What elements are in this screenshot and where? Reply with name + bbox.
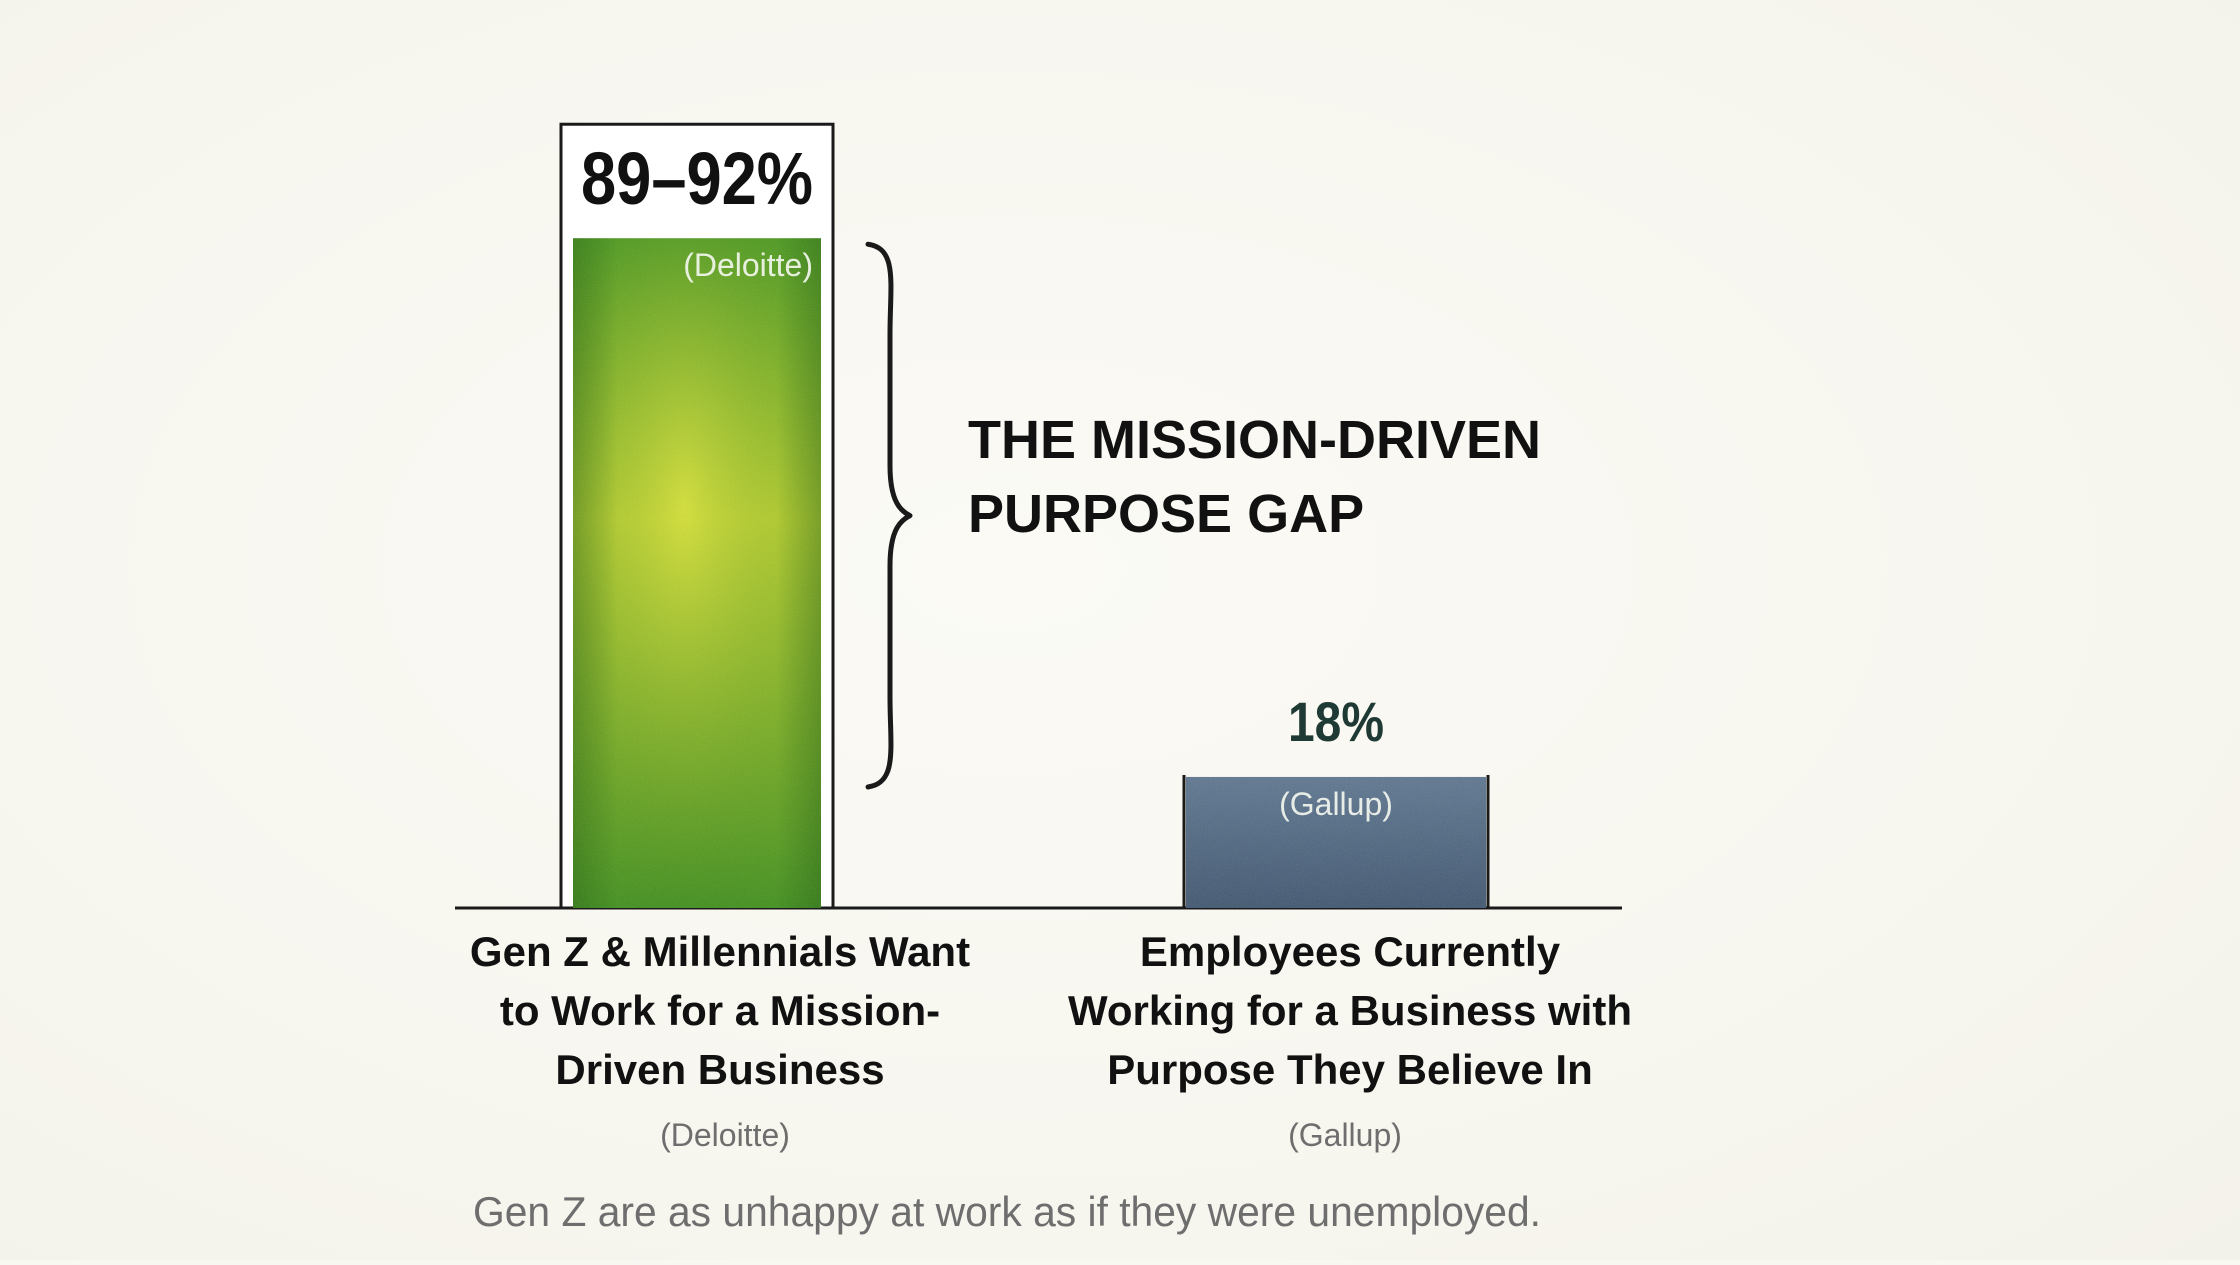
category-2-label-line-3: Purpose They Believe In [1107,1046,1593,1093]
annotation-line-2: PURPOSE GAP [968,484,1364,544]
bar-1-value-label: 89–92% [581,137,813,220]
bar-2: (Gallup) 18% Employees Currently Working fo… [1068,690,1632,1153]
category-1-source: (Deloitte) [660,1117,790,1153]
gap-brace [865,241,913,790]
category-2-label-line-2: Working for a Business with [1068,987,1632,1034]
bar-1-grain [573,238,821,909]
annotation-line-1: THE MISSION-DRIVEN [968,410,1541,470]
bar-2-value-label: 18% [1288,690,1384,753]
footnote: Gen Z are as unhappy at work as if they … [473,1188,1541,1235]
category-1-label-line-1: Gen Z & Millennials Want [470,928,970,975]
bar-2-inner-label: (Gallup) [1279,786,1393,822]
category-1-label-line-3: Driven Business [555,1046,884,1093]
category-1-label-line-2: to Work for a Mission- [500,987,940,1034]
bar-1-inner-label: (Deloitte) [683,247,813,283]
category-2-label-line-1: Employees Currently [1140,928,1561,975]
bar-2-grain [1186,776,1486,908]
bar-1: (Deloitte) 89–92% Gen Z & Millennials Want… [470,122,970,1153]
category-2-source: (Gallup) [1288,1117,1402,1153]
